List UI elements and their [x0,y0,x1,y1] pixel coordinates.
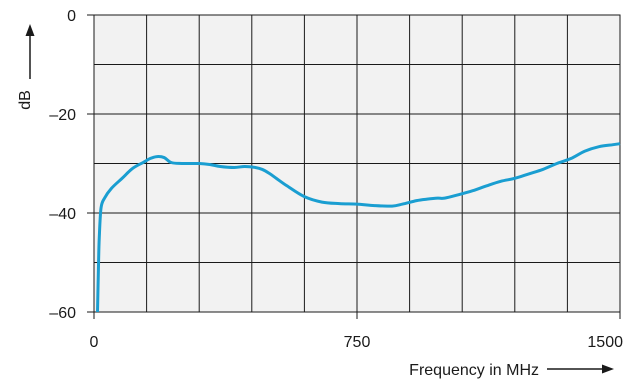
series-group [96,142,621,313]
x-axis-ticks: 0 750 1500 [90,312,623,351]
series-line [96,142,621,313]
x-axis-label: Frequency in MHz [409,362,539,379]
y-axis-label: dB [17,90,34,110]
x-tick-label: 1500 [587,334,623,351]
y-axis-arrowhead [25,24,35,36]
y-axis-ticks: 0 –20 –40 –60 [49,8,94,322]
x-axis-label-group: Frequency in MHz [409,362,614,379]
y-tick-label: –60 [49,305,76,322]
y-tick-label: –20 [49,107,76,124]
x-tick-label: 0 [90,334,99,351]
y-axis-label-group: dB [17,24,35,110]
grid [94,15,620,312]
x-tick-label: 750 [344,334,371,351]
x-axis-arrowhead [602,364,614,374]
y-tick-label: 0 [67,8,76,25]
y-tick-label: –40 [49,206,76,223]
